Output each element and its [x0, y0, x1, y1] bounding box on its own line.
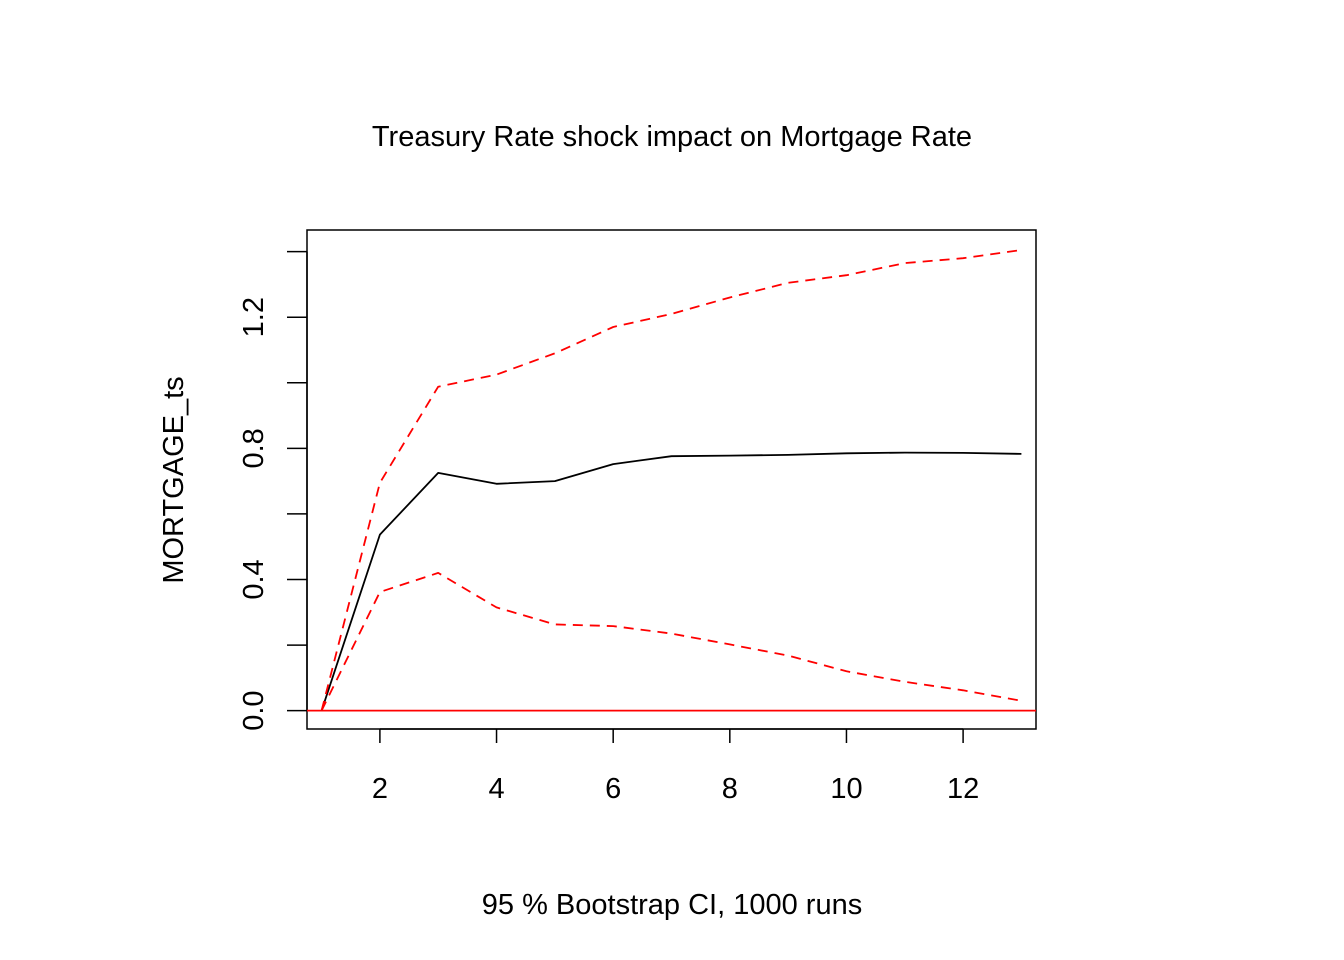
series-line-irf [320, 451, 1022, 711]
x-tick-label: 6 [605, 773, 621, 805]
x-tick-label: 4 [488, 773, 504, 805]
y-tick-label: 0.4 [238, 559, 270, 599]
x-axis: 2 4 6 8 10 12 [372, 728, 979, 805]
x-tick-label: 2 [372, 773, 388, 805]
chart-title: Treasury Rate shock impact on Mortgage R… [372, 121, 972, 153]
series-line-upper [320, 249, 1022, 711]
plot-lines [307, 249, 1036, 712]
y-tick-label: 0.0 [238, 690, 270, 730]
x-tick-label: 10 [830, 773, 862, 805]
y-axis: 0.0 0.4 0.8 1.2 [238, 250, 308, 731]
series-line-lower [320, 572, 1022, 711]
plot-frame [306, 229, 1037, 730]
y-tick-label: 1.2 [238, 297, 270, 337]
x-tick-label: 12 [947, 773, 979, 805]
y-tick-label: 0.8 [238, 428, 270, 468]
x-tick-label: 8 [722, 773, 738, 805]
y-axis-label: MORTGAGE_ts [158, 376, 190, 583]
x-axis-label: 95 % Bootstrap CI, 1000 runs [482, 889, 862, 921]
